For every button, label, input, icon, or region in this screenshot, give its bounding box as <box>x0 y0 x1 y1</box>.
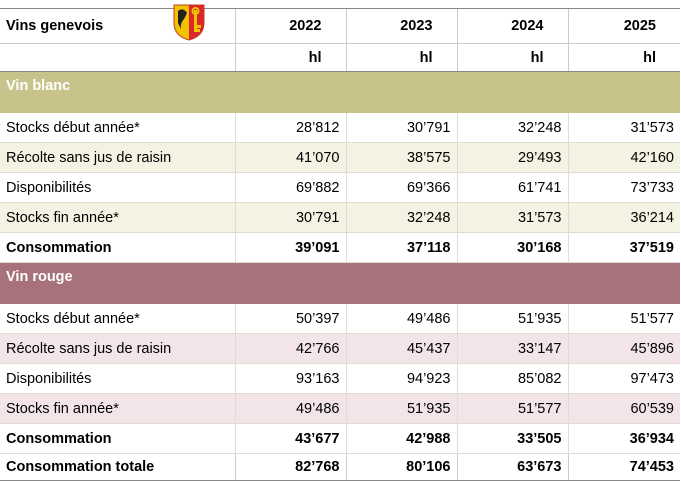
value-cell: 45’437 <box>345 333 457 364</box>
value-cell: 73’733 <box>567 172 680 203</box>
year-header: 2022 <box>234 8 346 44</box>
value-cell: 32’248 <box>345 202 457 233</box>
data-row: Récolte sans jus de raisin 41’070 38’575 29… <box>0 142 680 173</box>
value-cell: 51’935 <box>345 393 457 424</box>
unit-row: hl hl hl hl <box>0 43 680 72</box>
section-row: Vin blanc <box>0 71 680 113</box>
value-cell: 93’163 <box>234 363 346 394</box>
value-cell: 36’934 <box>567 423 680 454</box>
row-label: Récolte sans jus de raisin <box>0 142 235 173</box>
section-row: Vin rouge <box>0 262 680 304</box>
year-header: 2025 <box>567 8 680 44</box>
unit-header: hl <box>567 43 680 72</box>
value-cell: 31’573 <box>456 202 568 233</box>
data-row: Stocks début année* 28’812 30’791 32’248 31’… <box>0 113 680 143</box>
value-cell: 39’091 <box>234 232 346 263</box>
wine-table: Vins genevois 2022 2023 2024 2025 hl hl hl hl Vin… <box>0 8 680 481</box>
data-row: Stocks fin année* 49’486 51’935 51’577 60’53… <box>0 393 680 424</box>
unit-header: hl <box>456 43 568 72</box>
value-cell: 41’070 <box>234 142 346 173</box>
value-cell: 50’397 <box>234 304 346 334</box>
value-cell: 42’160 <box>567 142 680 173</box>
value-cell: 37’118 <box>345 232 457 263</box>
value-cell: 30’168 <box>456 232 568 263</box>
value-cell: 82’768 <box>234 453 346 481</box>
value-cell: 69’882 <box>234 172 346 203</box>
value-cell: 38’575 <box>345 142 457 173</box>
data-row: Consommation 43’677 42’988 33’505 36’934 <box>0 423 680 454</box>
section-title: Vin blanc <box>0 71 680 113</box>
value-cell: 32’248 <box>456 113 568 143</box>
year-header: 2024 <box>456 8 568 44</box>
value-cell: 31’573 <box>567 113 680 143</box>
value-cell: 33’147 <box>456 333 568 364</box>
value-cell: 37’519 <box>567 232 680 263</box>
value-cell: 49’486 <box>345 304 457 334</box>
unit-header: hl <box>345 43 457 72</box>
section-title: Vin rouge <box>0 262 680 304</box>
value-cell: 33’505 <box>456 423 568 454</box>
data-row: Disponibilités 93’163 94’923 85’082 97’473 <box>0 363 680 394</box>
value-cell: 85’082 <box>456 363 568 394</box>
value-cell: 36’214 <box>567 202 680 233</box>
value-cell: 61’741 <box>456 172 568 203</box>
value-cell: 49’486 <box>234 393 346 424</box>
page: Vins genevois 2022 2023 2024 2025 hl hl hl hl Vin… <box>0 4 680 481</box>
value-cell: 60’539 <box>567 393 680 424</box>
row-label: Récolte sans jus de raisin <box>0 333 235 364</box>
row-label: Stocks début année* <box>0 113 235 143</box>
value-cell: 30’791 <box>234 202 346 233</box>
table-body: Vins genevois 2022 2023 2024 2025 hl hl hl hl Vin… <box>0 8 680 481</box>
value-cell: 69’366 <box>345 172 457 203</box>
data-row: Stocks fin année* 30’791 32’248 31’573 36’21… <box>0 202 680 233</box>
total-row: Consommation totale 82’768 80’106 63’673 74’… <box>0 453 680 481</box>
value-cell: 42’988 <box>345 423 457 454</box>
value-cell: 74’453 <box>567 453 680 481</box>
empty-cell <box>0 43 235 72</box>
year-header: 2023 <box>345 8 457 44</box>
unit-header: hl <box>234 43 346 72</box>
data-row: Consommation 39’091 37’118 30’168 37’519 <box>0 232 680 263</box>
value-cell: 63’673 <box>456 453 568 481</box>
row-label: Stocks fin année* <box>0 393 235 424</box>
value-cell: 30’791 <box>345 113 457 143</box>
value-cell: 42’766 <box>234 333 346 364</box>
value-cell: 51’577 <box>567 304 680 334</box>
row-label: Disponibilités <box>0 363 235 394</box>
data-row: Disponibilités 69’882 69’366 61’741 73’733 <box>0 172 680 203</box>
header-row: Vins genevois 2022 2023 2024 2025 <box>0 8 680 44</box>
value-cell: 28’812 <box>234 113 346 143</box>
value-cell: 80’106 <box>345 453 457 481</box>
value-cell: 51’577 <box>456 393 568 424</box>
value-cell: 51’935 <box>456 304 568 334</box>
data-row: Stocks début année* 50’397 49’486 51’935 51’… <box>0 304 680 334</box>
value-cell: 43’677 <box>234 423 346 454</box>
row-label: Stocks début année* <box>0 304 235 334</box>
row-label: Disponibilités <box>0 172 235 203</box>
coat-of-arms <box>173 4 205 41</box>
row-label: Consommation <box>0 423 235 454</box>
value-cell: 45’896 <box>567 333 680 364</box>
row-label: Consommation <box>0 232 235 263</box>
value-cell: 29’493 <box>456 142 568 173</box>
row-label: Stocks fin année* <box>0 202 235 233</box>
value-cell: 94’923 <box>345 363 457 394</box>
value-cell: 97’473 <box>567 363 680 394</box>
data-row: Récolte sans jus de raisin 42’766 45’437 33… <box>0 333 680 364</box>
row-label: Consommation totale <box>0 453 235 481</box>
